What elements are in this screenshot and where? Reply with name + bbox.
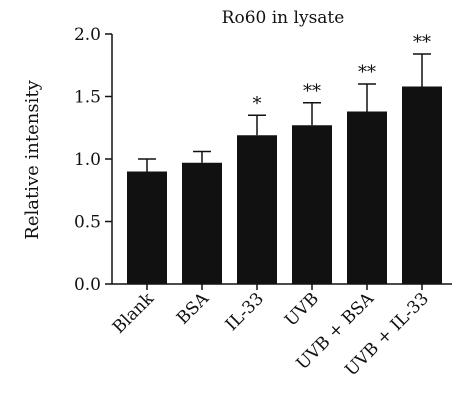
significance-marker: ** bbox=[303, 81, 321, 102]
x-tick-label: UVB bbox=[281, 289, 323, 331]
y-tick-label: 0.0 bbox=[74, 275, 101, 295]
x-tick-label: Blank bbox=[109, 288, 159, 338]
bar bbox=[182, 162, 222, 284]
significance-marker: ** bbox=[358, 62, 376, 83]
x-tick-label: IL-33 bbox=[222, 289, 268, 335]
bar bbox=[347, 111, 387, 284]
y-tick-label: 1.5 bbox=[74, 88, 101, 108]
y-axis-label: Relative intensity bbox=[22, 79, 43, 239]
y-tick-label: 2.0 bbox=[74, 25, 101, 45]
y-tick-label: 1.0 bbox=[74, 150, 101, 170]
significance-marker: ** bbox=[413, 32, 431, 53]
bar bbox=[127, 171, 167, 284]
bar bbox=[402, 86, 442, 284]
bar bbox=[237, 135, 277, 284]
y-tick-label: 0.5 bbox=[74, 213, 101, 233]
x-tick-label: BSA bbox=[173, 288, 213, 328]
significance-marker: * bbox=[253, 93, 262, 114]
bar bbox=[292, 125, 332, 284]
chart-title: Ro60 in lysate bbox=[222, 8, 345, 28]
